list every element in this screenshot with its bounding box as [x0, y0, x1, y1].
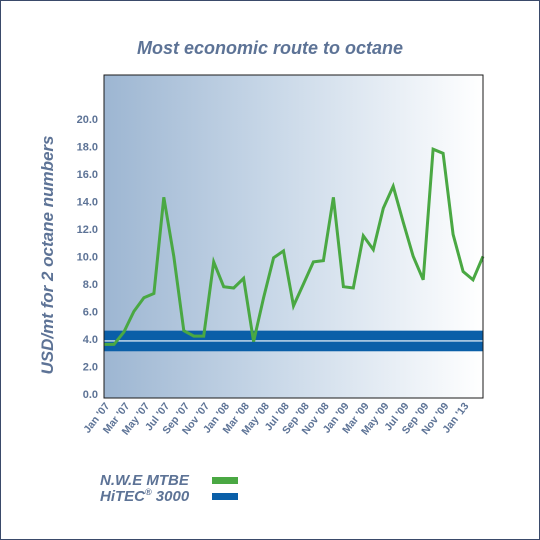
legend-swatch-hitec [212, 492, 238, 500]
y-tick-label: 0.0 [83, 389, 98, 401]
legend-item-hitec: HiTEC® 3000 [100, 486, 238, 506]
legend-label-hitec: HiTEC® 3000 [100, 487, 190, 505]
y-tick-label: 10.0 [77, 251, 98, 263]
y-tick-label: 20.0 [77, 114, 98, 126]
y-tick-label: 18.0 [77, 141, 98, 153]
y-tick-label: 4.0 [83, 334, 98, 346]
y-tick-label: 8.0 [83, 279, 98, 291]
y-tick-label: 2.0 [83, 361, 98, 373]
legend-swatch-mtbe [212, 476, 238, 484]
y-tick-label: 14.0 [77, 196, 98, 208]
plot-border [103, 74, 484, 399]
y-tick-label: 12.0 [77, 224, 98, 236]
y-tick-label: 6.0 [83, 306, 98, 318]
legend-label-mtbe: N.W.E MTBE [100, 471, 189, 489]
legend-item-mtbe: N.W.E MTBE [100, 470, 238, 490]
y-tick-label: 16.0 [77, 169, 98, 181]
chart-title: Most economic route to octane [136, 38, 404, 58]
series-line-mtbe [104, 147, 485, 346]
